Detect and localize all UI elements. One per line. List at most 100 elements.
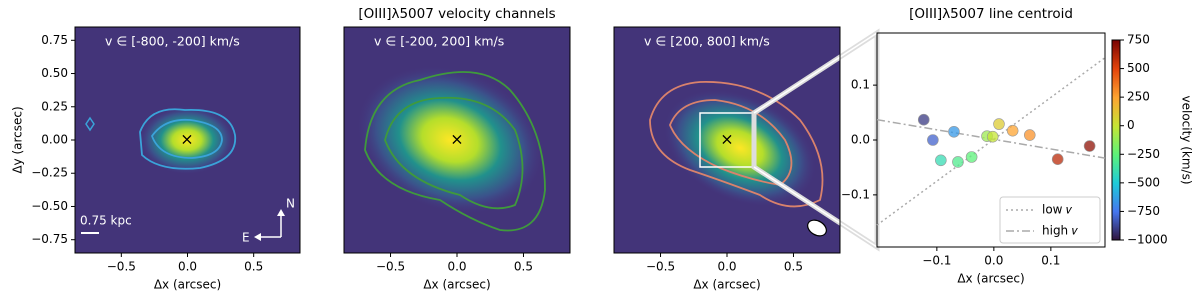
- colorbar-slice: [1112, 120, 1120, 123]
- colorbar-slice: [1112, 210, 1120, 213]
- colorbar-slice: [1112, 140, 1120, 143]
- colorbar-slice: [1112, 230, 1120, 233]
- image-0: ×: [75, 27, 300, 253]
- colorbar-slice: [1112, 194, 1120, 197]
- colorbar-slice: [1112, 148, 1120, 151]
- centroid-point: [1051, 153, 1064, 166]
- colorbar-slice: [1112, 50, 1120, 53]
- colorbar-slice: [1112, 102, 1120, 105]
- colorbar-slice: [1112, 204, 1120, 207]
- colorbar-tick-label: 750: [1127, 33, 1150, 47]
- centroid-point: [1023, 129, 1036, 141]
- colorbar-slice: [1112, 176, 1120, 179]
- colorbar-slice: [1112, 234, 1120, 237]
- centroid-point: [952, 156, 964, 168]
- panel-title: [OIII]λ5007 line centroid: [909, 6, 1073, 22]
- colorbar-tick-label: −1000: [1127, 233, 1168, 247]
- centroid-point: [948, 125, 960, 138]
- x-tick-label: −0.5: [107, 260, 136, 274]
- y-tick-label: 0.1: [851, 78, 870, 92]
- y-tick-label: 0.00: [41, 133, 68, 147]
- colorbar-slice: [1112, 46, 1120, 49]
- scale-bar-label: 0.75 kpc: [80, 214, 132, 228]
- colorbar-slice: [1112, 94, 1120, 97]
- colorbar-slice: [1112, 156, 1120, 159]
- colorbar-slice: [1112, 200, 1120, 203]
- colorbar-slice: [1112, 178, 1120, 181]
- x-tick-label: 0.0: [984, 254, 1003, 268]
- compass-n: N: [286, 197, 295, 211]
- centroid-point: [917, 113, 930, 126]
- colorbar-slice: [1112, 138, 1120, 141]
- colorbar-tick-label: 0: [1127, 118, 1135, 132]
- colorbar-slice: [1112, 56, 1120, 59]
- svg-text:×: ×: [180, 130, 193, 149]
- colorbar-slice: [1112, 206, 1120, 209]
- colorbar-slice: [1112, 226, 1120, 229]
- colorbar-slice: [1112, 224, 1120, 227]
- x-tick-label: 0.0: [447, 260, 466, 274]
- colorbar-slice: [1112, 58, 1120, 61]
- colorbar-slice: [1112, 112, 1120, 115]
- colorbar-slice: [1112, 158, 1120, 161]
- legend-label: high 𝑣: [1042, 224, 1078, 238]
- y-tick-label: −0.1: [841, 187, 870, 201]
- colorbar-slice: [1112, 174, 1120, 177]
- colorbar-slice: [1112, 40, 1120, 43]
- colorbar-slice: [1112, 130, 1120, 133]
- colorbar-slice: [1112, 152, 1120, 155]
- x-tick-label: 0.0: [178, 260, 197, 274]
- colorbar-slice: [1112, 78, 1120, 81]
- colorbar-slice: [1112, 124, 1120, 127]
- colorbar-slice: [1112, 60, 1120, 63]
- channel-label: v ∈ [-800, -200] km/s: [105, 34, 240, 49]
- colorbar-slice: [1112, 188, 1120, 191]
- colorbar-slice: [1112, 172, 1120, 175]
- colorbar-slice: [1112, 214, 1120, 217]
- x-tick-label: −0.1: [922, 254, 951, 268]
- colorbar-slice: [1112, 160, 1120, 163]
- colorbar-slice: [1112, 202, 1120, 205]
- y-tick-label: −0.75: [31, 232, 68, 246]
- colorbar-slice: [1112, 170, 1120, 173]
- colorbar-slice: [1112, 184, 1120, 187]
- centroid-point: [986, 130, 999, 143]
- colorbar-slice: [1112, 42, 1120, 45]
- colorbar-slice: [1112, 80, 1120, 83]
- colorbar-slice: [1112, 76, 1120, 79]
- colorbar-tick-label: −250: [1127, 147, 1160, 161]
- colorbar-slice: [1112, 220, 1120, 223]
- channel-label: v ∈ [200, 800] km/s: [644, 34, 770, 49]
- colorbar-slice: [1112, 146, 1120, 149]
- colorbar-slice: [1112, 166, 1120, 169]
- y-tick-label: 0.75: [41, 33, 68, 47]
- x-axis-label: Δx (arcsec): [957, 272, 1024, 286]
- colorbar-slice: [1112, 66, 1120, 69]
- colorbar-slice: [1112, 122, 1120, 125]
- colorbar-slice: [1112, 212, 1120, 215]
- colorbar-slice: [1112, 216, 1120, 219]
- colorbar-slice: [1112, 182, 1120, 185]
- colorbar-slice: [1112, 126, 1120, 129]
- colorbar-slice: [1112, 100, 1120, 103]
- colorbar-slice: [1112, 142, 1120, 145]
- centroid-point: [927, 134, 939, 146]
- legend-label: low 𝑣: [1042, 203, 1072, 217]
- colorbar-slice: [1112, 134, 1120, 137]
- centroid-point: [1083, 140, 1096, 152]
- colorbar-slice: [1112, 104, 1120, 107]
- colorbar-slice: [1112, 96, 1120, 99]
- centroid-point: [1006, 124, 1019, 137]
- colorbar-slice: [1112, 208, 1120, 211]
- colorbar-slice: [1112, 154, 1120, 157]
- compass-e: E: [242, 231, 250, 245]
- y-axis-label: Δy (arcsec): [11, 106, 25, 173]
- colorbar-tick-label: 500: [1127, 61, 1150, 75]
- colorbar-slice: [1112, 118, 1120, 121]
- colorbar-slice: [1112, 186, 1120, 189]
- colorbar-slice: [1112, 236, 1120, 239]
- colorbar-slice: [1112, 110, 1120, 113]
- colorbar-slice: [1112, 116, 1120, 119]
- y-tick-label: 0.0: [851, 133, 870, 147]
